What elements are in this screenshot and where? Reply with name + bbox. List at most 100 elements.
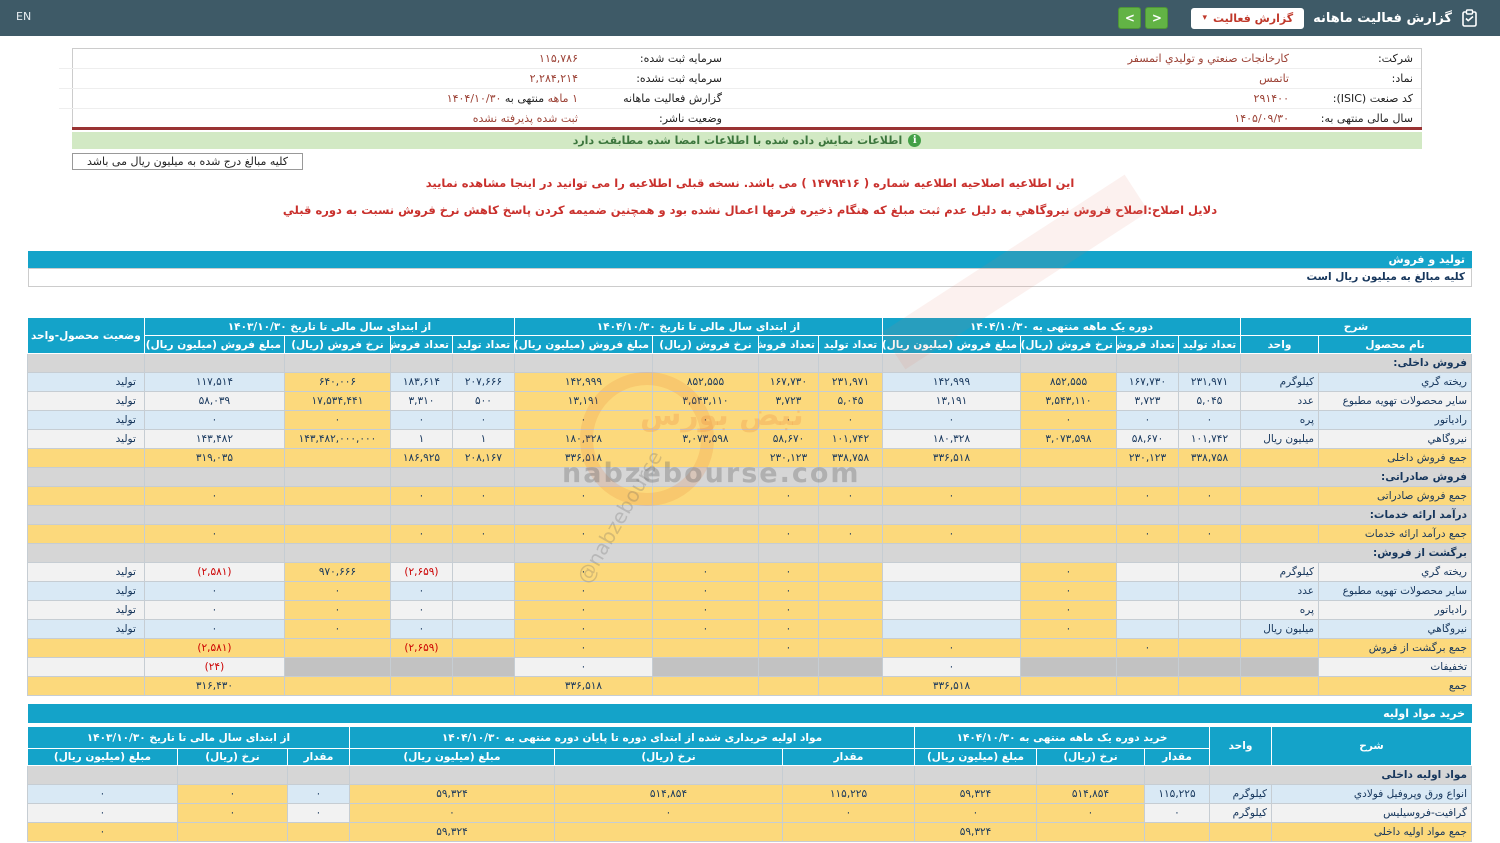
- table-row: جمع برگشت از فروش ۰ ۰ ۰ ۰ (۲,۶۵۹) (۲,۵۸۱): [26, 638, 1472, 658]
- table-cell: [1116, 562, 1179, 582]
- section-row-label: فروش صادراتی:: [1240, 467, 1472, 487]
- product-status-cell: [26, 676, 145, 696]
- column-group-header: از ابتدای سال مالی تا تاریخ ۱۴۰۳/۱۰/۳۰: [143, 317, 515, 336]
- table-cell: ۰: [1116, 638, 1179, 658]
- table-cell: ۰: [882, 410, 1021, 430]
- table-row: تخفیفات ۰ ۰ (۲۴): [26, 657, 1472, 677]
- table-cell: ۱۳,۱۹۱: [513, 391, 654, 411]
- table-cell: [389, 657, 453, 677]
- table-cell: ۰: [1144, 803, 1210, 823]
- table-cell: ۰: [143, 581, 285, 601]
- table-cell: ۰: [882, 657, 1021, 677]
- column-header: مبلغ (میلیون ریال): [914, 748, 1037, 766]
- table-cell: ۰: [1020, 562, 1117, 582]
- row-label: انواع ورق وپروفیل فولادي: [1271, 784, 1472, 804]
- table-cell: ۳,۰۷۳,۵۹۸: [652, 429, 759, 449]
- table-cell: ۰: [882, 486, 1021, 506]
- table-cell: ۰: [1178, 486, 1241, 506]
- row-label: جمع فروش صادراتی: [1318, 486, 1472, 506]
- table-cell: ۰: [513, 600, 654, 620]
- table-cell: ۱۰۱,۷۴۲: [1178, 429, 1241, 449]
- table-cell: [283, 448, 391, 468]
- table-cell: [513, 543, 654, 563]
- table-cell: ۰: [389, 619, 453, 639]
- amendment-reason-line: دلایل اصلاح:اصلاح فروش نيروگاهي به دليل …: [282, 203, 1218, 217]
- column-header: نرخ فروش (ریال): [652, 335, 759, 354]
- prev-report-button[interactable]: <: [1145, 7, 1169, 29]
- table-row: جمع فروش داخلی ۳۳۸,۷۵۸ ۲۳۰,۱۲۳ ۳۳۶,۵۱۸ ۳۳۸,۷…: [26, 448, 1472, 468]
- table-cell: ۱: [451, 429, 515, 449]
- table-cell: ۵۱۴,۸۵۴: [554, 784, 783, 804]
- table-cell: ۰: [652, 410, 759, 430]
- table-cell: [286, 765, 350, 785]
- table-cell: ۰: [758, 524, 819, 544]
- table-row: انواع ورق وپروفیل فولادي کیلوگرم ۱۱۵,۲۲۵ ۵۱…: [26, 784, 1472, 804]
- table-cell: ۰: [451, 410, 515, 430]
- product-status-cell: تولید: [26, 391, 145, 411]
- table-cell: ۰: [143, 524, 285, 544]
- table-cell: کیلوگرم: [1240, 562, 1319, 582]
- table-cell: ۱۴۲,۹۹۹: [513, 372, 654, 392]
- column-group-header: دوره یک ماهه منتهی به ۱۴۰۴/۱۰/۳۰: [882, 317, 1241, 336]
- table-cell: ۰: [1020, 600, 1117, 620]
- section-row-label: درآمد ارائه خدمات:: [1240, 505, 1472, 525]
- column-header: مقدار: [286, 748, 350, 766]
- table-cell: ۱۸۰,۳۲۸: [882, 429, 1021, 449]
- row-label: جمع درآمد ارائه خدمات: [1318, 524, 1472, 544]
- table-cell: [389, 676, 453, 696]
- amounts-unit-badge: کلیه مبالغ درج شده به میلیون ریال می باش…: [72, 153, 303, 170]
- table-cell: ۰: [451, 486, 515, 506]
- table-cell: ۲۳۱,۹۷۱: [818, 372, 883, 392]
- table-row: نيروگاهي میلیون ریال ۰ ۰ ۰ ۰ ۰ ۰ ۰ تولید: [26, 619, 1472, 639]
- info-row: شرکت: کارخانجات صنعتي و توليدي اتمسفر سرم…: [59, 49, 1421, 69]
- section-raw-materials-header: خرید مواد اولیه: [28, 704, 1472, 723]
- row-label: سایر محصولات تهویه مطبوع: [1318, 581, 1472, 601]
- table-row: سایر محصولات تهویه مطبوع عدد ۰ ۰ ۰ ۰ ۰ ۰ ۰ تولید: [26, 581, 1472, 601]
- table-cell: [451, 543, 515, 563]
- info-label: سرمایه ثبت شده:: [586, 49, 730, 69]
- table-cell: [283, 543, 391, 563]
- table-cell: ۱۸۳,۶۱۴: [389, 372, 453, 392]
- table-cell: [283, 524, 391, 544]
- report-type-dropdown[interactable]: گزارش فعالیت ▾: [1191, 7, 1305, 29]
- table-cell: [26, 765, 178, 785]
- table-cell: ۵۸,۶۷۰: [1116, 429, 1179, 449]
- table-cell: ۱۳,۱۹۱: [882, 391, 1021, 411]
- table-cell: ۰: [554, 803, 783, 823]
- row-label: رادیاتور: [1318, 600, 1472, 620]
- table-cell: ۵۹,۳۲۴: [348, 822, 556, 842]
- table-cell: عدد: [1240, 391, 1319, 411]
- table-cell: ۰: [758, 486, 819, 506]
- table-cell: [782, 822, 915, 842]
- table-cell: [1178, 600, 1241, 620]
- row-label: ریخته گري: [1318, 372, 1472, 392]
- language-toggle[interactable]: EN: [16, 10, 32, 23]
- next-report-button[interactable]: >: [1118, 7, 1142, 29]
- product-status-cell: [26, 638, 145, 658]
- table-cell: [1240, 524, 1319, 544]
- table-cell: ۳,۳۱۰: [389, 391, 453, 411]
- column-group-header: از ابتدای سال مالی تا تاریخ ۱۴۰۴/۱۰/۳۰: [513, 317, 884, 336]
- table-cell: ۰: [1020, 581, 1117, 601]
- table-cell: ۰: [1020, 619, 1117, 639]
- raw-materials-table: شرح واحد خرید دوره یک ماهه منتهی به ۱۴۰۴/۱…: [26, 726, 1472, 842]
- table-row: جمع ۳۳۶,۵۱۸ ۳۳۶,۵۱۸ ۳۱۶,۴۳۰: [26, 676, 1472, 696]
- table-cell: [26, 353, 145, 373]
- amendment-reference-line[interactable]: این اطلاعیه اصلاحیه اطلاعیه شماره ( ۱۴۷۹…: [425, 176, 1075, 190]
- table-cell: [554, 822, 783, 842]
- table-cell: (۲,۶۵۹): [389, 638, 453, 658]
- table-cell: (۲,۶۵۹): [389, 562, 453, 582]
- row-label: گرافیت-فروسیلیس: [1271, 803, 1472, 823]
- table-cell: [1178, 543, 1241, 563]
- table-cell: ۰: [914, 803, 1037, 823]
- column-group-header: مواد اولیه خریداری شده از ابتدای دوره تا…: [348, 726, 916, 749]
- table-cell: ۱: [389, 429, 453, 449]
- info-label: سرمایه ثبت نشده:: [586, 68, 730, 89]
- table-cell: ۰: [652, 581, 759, 601]
- table-cell: ۲۳۰,۱۲۳: [758, 448, 819, 468]
- section-row-label: برگشت از فروش:: [1240, 543, 1472, 563]
- table-cell: ۳,۵۴۳,۱۱۰: [652, 391, 759, 411]
- column-header: واحد: [1240, 335, 1319, 354]
- table-cell: ۰: [758, 581, 819, 601]
